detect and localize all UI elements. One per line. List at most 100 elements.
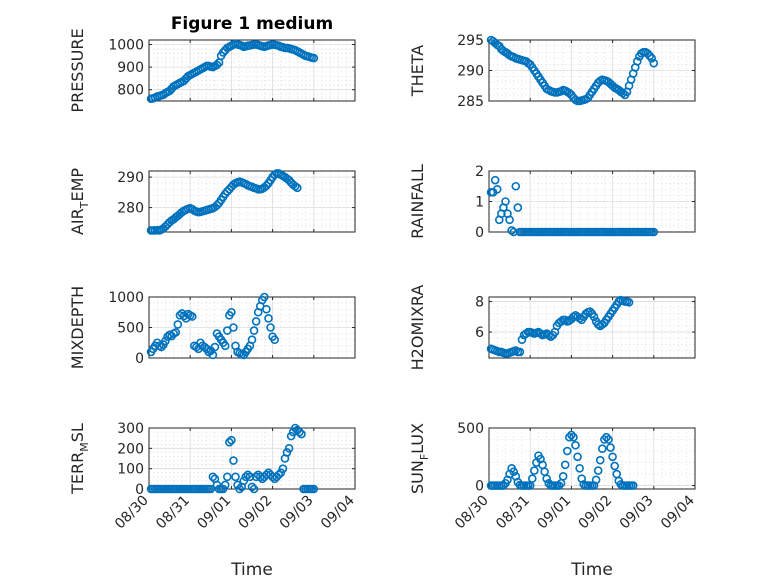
data-point xyxy=(264,314,273,323)
data-point xyxy=(187,312,197,321)
data-point xyxy=(595,455,605,465)
data-point xyxy=(297,429,306,439)
y-tick-label: 200 xyxy=(117,441,144,457)
x-tick-label: 09/01 xyxy=(534,493,574,533)
y-tick-label: 100 xyxy=(117,462,144,478)
data-point xyxy=(565,88,574,98)
data-point xyxy=(527,474,537,483)
subplot-h2omixra: 6 8 H2OMIXRA xyxy=(408,285,696,371)
data-point xyxy=(247,482,257,492)
data-point xyxy=(618,88,628,98)
data-point xyxy=(604,435,613,444)
y-tick-label: 1 xyxy=(475,195,484,211)
data-point xyxy=(266,323,275,332)
y-tick-label: 290 xyxy=(457,64,484,80)
data-point xyxy=(278,464,288,473)
y-tick-label: 300 xyxy=(117,421,144,437)
data-point xyxy=(171,328,181,337)
data-point xyxy=(243,470,253,480)
figure-title: Figure 1 medium xyxy=(171,14,333,34)
data-point xyxy=(542,474,551,483)
data-point xyxy=(593,466,603,475)
y-tick-label: 290 xyxy=(117,170,144,186)
data-point xyxy=(249,484,259,494)
y-axis-label-part: SUN xyxy=(408,460,427,494)
data-point xyxy=(602,432,611,442)
x-tick-label: 09/01 xyxy=(194,493,234,533)
data-point xyxy=(210,342,220,352)
data-point xyxy=(571,440,580,450)
y-axis-label: AIRTEMP xyxy=(68,168,91,235)
data-point xyxy=(200,342,209,352)
data-point xyxy=(490,175,500,185)
data-point xyxy=(206,484,216,494)
data-point xyxy=(633,57,642,66)
data-point xyxy=(610,461,619,471)
y-tick-label: 285 xyxy=(457,94,484,110)
data-point xyxy=(573,452,582,462)
data-point xyxy=(231,472,240,482)
data-point xyxy=(509,227,519,237)
subplot-air-temp: 280 290 AIRTEMP xyxy=(68,168,356,235)
x-axis-label: Time xyxy=(570,560,613,580)
data-points xyxy=(486,295,634,358)
x-tick-label: 08/30 xyxy=(112,493,152,533)
data-point xyxy=(647,53,657,63)
y-axis-label-part: AIR xyxy=(68,208,87,235)
data-points xyxy=(486,35,659,106)
data-point xyxy=(227,435,236,445)
data-points xyxy=(486,430,638,490)
y-axis-label-subscript: M xyxy=(78,442,91,452)
y-tick-label: 8 xyxy=(475,295,484,311)
data-point xyxy=(251,317,261,326)
data-point xyxy=(558,472,568,481)
plot-frame xyxy=(148,39,356,102)
data-point xyxy=(208,350,218,360)
y-tick-label: 500 xyxy=(117,321,144,337)
y-tick-label: 900 xyxy=(117,60,144,76)
data-point xyxy=(567,430,576,440)
data-point xyxy=(229,456,238,465)
data-point xyxy=(517,335,527,345)
y-tick-label: 0 xyxy=(135,482,144,498)
data-point xyxy=(245,472,255,482)
y-axis-label: TERRMSL xyxy=(68,423,91,495)
x-axis-label: Time xyxy=(230,560,273,580)
x-tick-label: 09/02 xyxy=(576,493,616,533)
data-point xyxy=(565,432,574,442)
data-points xyxy=(146,39,319,104)
data-point xyxy=(212,60,222,70)
data-point xyxy=(649,227,659,237)
x-tick-label: 09/03 xyxy=(277,493,317,533)
y-tick-label: 2 xyxy=(475,164,484,180)
data-point xyxy=(585,307,595,316)
data-point xyxy=(293,183,302,193)
data-point xyxy=(220,341,230,351)
data-point xyxy=(288,427,298,437)
data-point xyxy=(536,329,545,338)
data-point xyxy=(513,203,523,212)
plot-area xyxy=(148,39,356,102)
y-tick-label: 280 xyxy=(117,201,144,217)
data-point xyxy=(233,480,242,490)
x-tick-label: 09/03 xyxy=(617,493,657,533)
data-point xyxy=(247,335,257,345)
y-axis-label: PRESSURE xyxy=(68,28,87,112)
data-point xyxy=(262,304,271,314)
data-point xyxy=(509,467,519,477)
data-point xyxy=(290,181,300,191)
data-point xyxy=(218,484,228,494)
data-point xyxy=(286,431,296,441)
y-axis-label: THETA xyxy=(408,45,427,97)
y-axis-label: H2OMIXRA xyxy=(408,285,427,371)
data-point xyxy=(515,347,525,357)
data-point xyxy=(208,472,218,482)
y-tick-label: 0 xyxy=(475,479,484,495)
data-point xyxy=(309,484,319,494)
y-tick-label: 500 xyxy=(457,421,484,437)
y-tick-label: 6 xyxy=(475,325,484,341)
data-point xyxy=(282,448,292,457)
subplot-rainfall: 0 1 2 RAINFALL xyxy=(408,164,696,241)
data-point xyxy=(235,484,244,494)
